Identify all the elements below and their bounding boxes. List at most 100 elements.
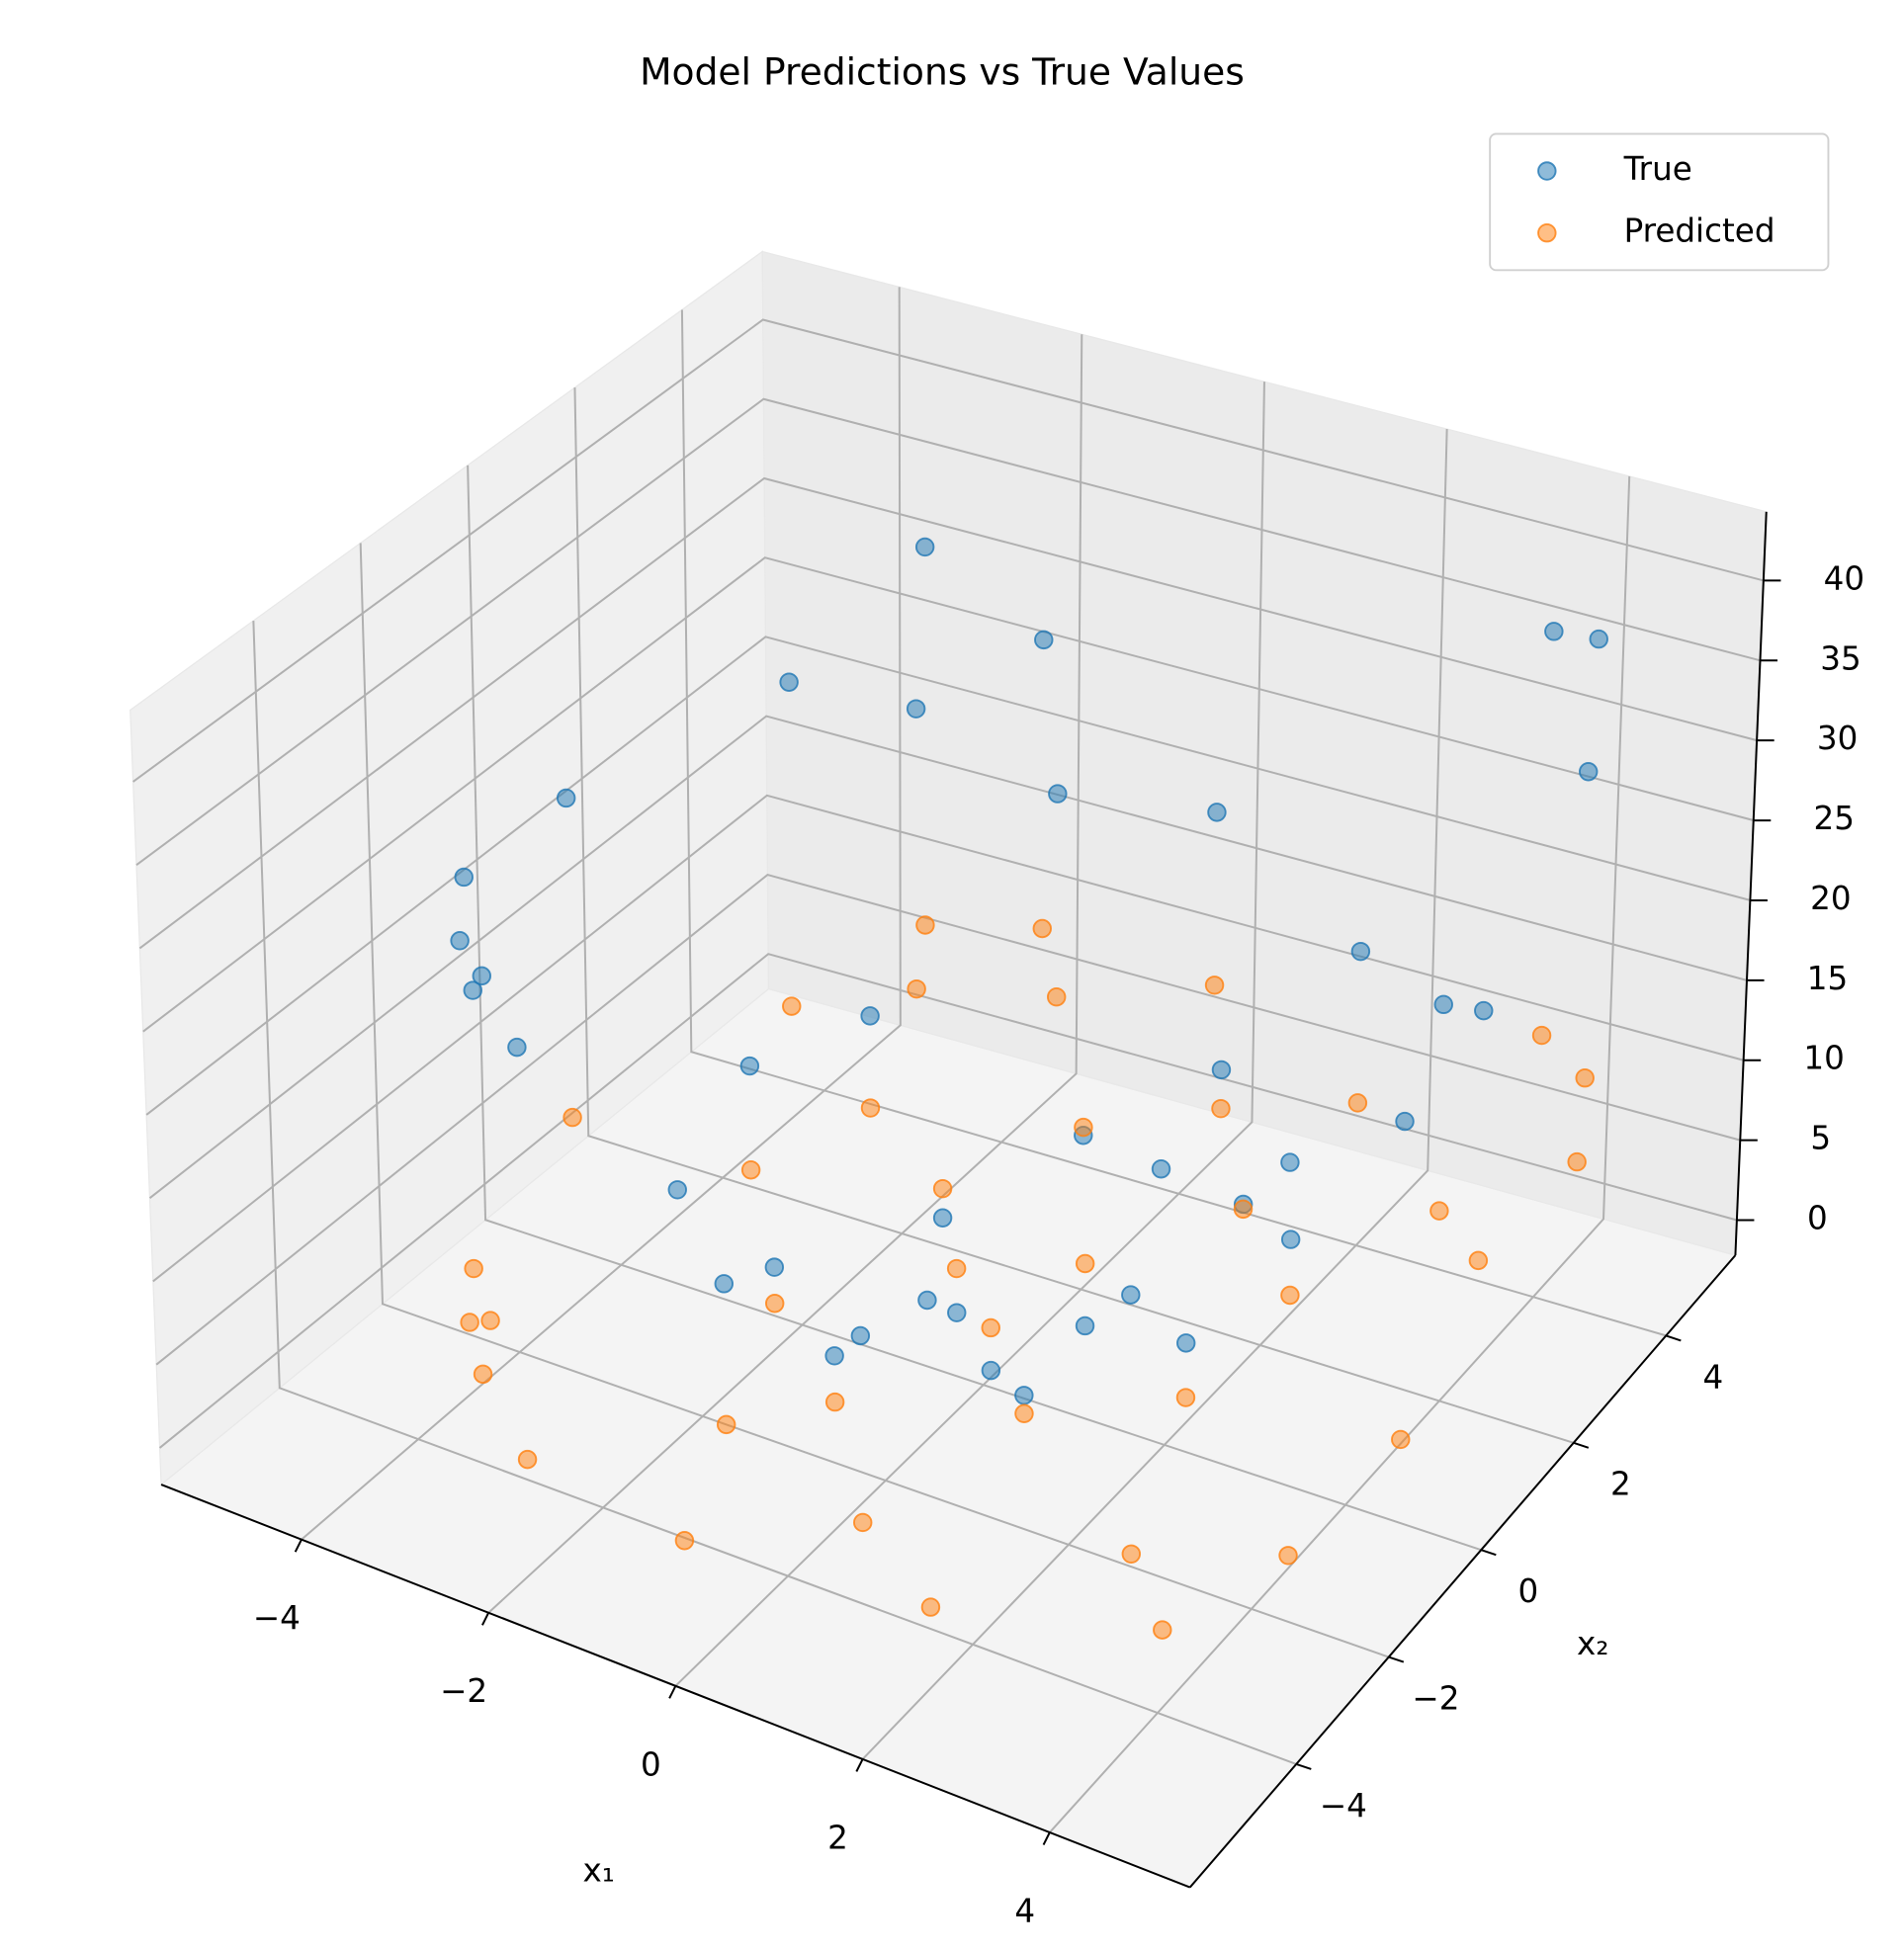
point — [782, 996, 802, 1016]
grid-line — [142, 556, 1754, 1033]
point — [464, 1258, 483, 1279]
point — [1153, 1620, 1172, 1640]
point — [454, 867, 474, 888]
point — [473, 1364, 493, 1385]
legend-label: True — [1623, 150, 1692, 188]
point — [472, 966, 492, 986]
z-tick-label: 35 — [1820, 639, 1861, 677]
point — [739, 1056, 760, 1076]
x-tick — [481, 1612, 490, 1626]
point — [1074, 1117, 1093, 1138]
grid-line — [158, 953, 1738, 1449]
point — [1433, 994, 1453, 1015]
z-tick-label: 15 — [1807, 960, 1848, 997]
legend-marker — [1537, 161, 1557, 181]
point — [1046, 986, 1067, 1007]
point — [824, 1346, 844, 1366]
grid-line — [155, 873, 1741, 1366]
y-tick-label: −2 — [1412, 1679, 1459, 1717]
z-tick-label: 30 — [1817, 720, 1858, 757]
point — [907, 978, 926, 999]
x-tick-label: −2 — [440, 1672, 487, 1710]
x-tick — [668, 1685, 677, 1699]
point — [1531, 1025, 1552, 1046]
x-tick — [1042, 1831, 1051, 1845]
point — [779, 672, 799, 692]
y-axis-label: x₂ — [1577, 1625, 1608, 1662]
point — [1014, 1386, 1034, 1405]
point — [1032, 918, 1052, 939]
z-tick-label: 5 — [1810, 1120, 1831, 1157]
x-tick-label: −4 — [253, 1599, 301, 1637]
grid-line — [145, 636, 1751, 1116]
point — [914, 537, 935, 557]
grid-line — [135, 397, 1761, 866]
point — [507, 1037, 527, 1058]
grid-line — [359, 543, 1390, 1658]
point — [947, 1303, 967, 1322]
point — [1280, 1230, 1301, 1249]
point — [450, 931, 470, 951]
z-axis — [1734, 511, 1768, 1256]
grid-line — [573, 387, 1575, 1444]
y-tick-label: 4 — [1703, 1358, 1724, 1396]
grid-line — [152, 794, 1744, 1283]
z-tick-label: 40 — [1824, 559, 1864, 597]
point — [906, 699, 926, 719]
point — [1151, 1159, 1171, 1179]
y-tick-label: 2 — [1610, 1466, 1631, 1503]
y-tick — [1388, 1655, 1405, 1663]
point — [1280, 1152, 1300, 1172]
point — [850, 1325, 871, 1346]
point — [1278, 1546, 1298, 1566]
x-tick-label: 4 — [1014, 1892, 1035, 1929]
point — [480, 1311, 500, 1330]
point — [1429, 1201, 1449, 1221]
y-tick — [1295, 1762, 1312, 1770]
point — [563, 1107, 582, 1128]
point — [1034, 630, 1054, 650]
point — [932, 1208, 953, 1228]
point — [824, 1392, 845, 1412]
point — [764, 1257, 785, 1277]
point — [932, 1178, 953, 1199]
point — [1075, 1253, 1095, 1274]
grid-line — [680, 309, 1667, 1337]
point — [1395, 1111, 1415, 1132]
point — [674, 1531, 695, 1551]
grid-line — [252, 621, 1297, 1765]
chart-title: Model Predictions vs True Values — [640, 50, 1245, 94]
point — [1014, 1403, 1034, 1423]
point — [1204, 976, 1225, 995]
point — [1391, 1429, 1411, 1450]
x-tick — [294, 1539, 303, 1553]
grid-line — [138, 476, 1758, 950]
grid-line — [1049, 475, 1631, 1833]
point — [1121, 1285, 1141, 1305]
point — [1048, 784, 1068, 804]
legend: True Predicted — [1489, 132, 1830, 272]
y-tick — [1573, 1441, 1590, 1449]
y-axis — [1188, 1254, 1737, 1889]
y-tick — [1665, 1334, 1682, 1342]
point — [1211, 1098, 1231, 1119]
point — [1211, 1060, 1232, 1080]
grid-line — [861, 429, 1448, 1760]
point — [1474, 1000, 1494, 1021]
point — [1280, 1285, 1300, 1306]
point — [1075, 1315, 1095, 1336]
grid-line — [132, 318, 1765, 783]
point — [716, 1414, 736, 1435]
point — [915, 915, 935, 935]
y-tick-label: 0 — [1518, 1572, 1539, 1610]
legend-label: Predicted — [1624, 212, 1775, 250]
point — [1233, 1199, 1254, 1220]
point — [714, 1274, 735, 1294]
point — [764, 1294, 785, 1314]
point — [1175, 1388, 1196, 1407]
point — [1176, 1333, 1196, 1353]
point — [920, 1597, 941, 1617]
z-tick-label: 0 — [1807, 1200, 1828, 1237]
point — [1350, 941, 1371, 962]
z-tick-label: 20 — [1810, 880, 1851, 917]
